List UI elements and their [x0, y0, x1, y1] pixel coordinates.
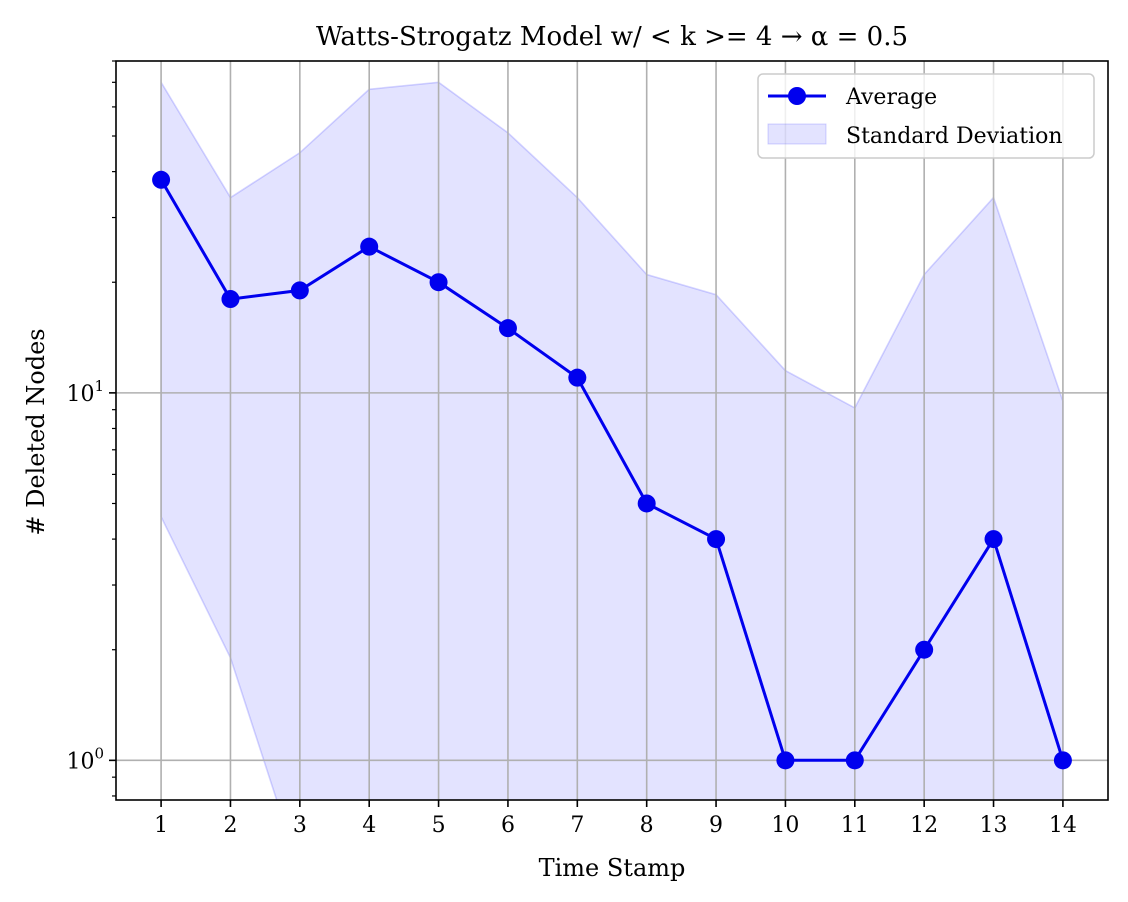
y-axis-ticks: 100 101	[66, 60, 116, 797]
legend-box	[757, 73, 1095, 159]
average-line	[159, 179, 1065, 762]
legend-average-label: Average	[845, 85, 937, 110]
average-markers	[152, 170, 1072, 770]
average-point	[429, 273, 448, 292]
legend-std-swatch	[767, 123, 827, 145]
y-axis-label: # Deleted Nodes	[22, 328, 50, 535]
average-point	[915, 640, 934, 659]
average-point	[152, 170, 171, 189]
average-point	[637, 494, 656, 513]
y-tick-label: 101	[66, 377, 104, 407]
y-tick-label: 100	[66, 744, 104, 774]
legend: Average Standard Deviation	[757, 73, 1095, 159]
x-tick-label: 13	[980, 813, 1008, 838]
plot-frame	[115, 60, 1109, 801]
average-point	[1053, 751, 1072, 770]
x-tick-label: 3	[293, 813, 307, 838]
plot-area	[116, 61, 1108, 800]
x-tick-label: 8	[640, 813, 654, 838]
average-point	[984, 530, 1003, 549]
chart-title: Watts-Strogatz Model w/ < k >= 4 → α = 0…	[316, 22, 908, 52]
x-tick-label: 5	[432, 813, 446, 838]
average-point	[290, 281, 309, 300]
x-tick-label: 2	[223, 813, 237, 838]
x-tick-label: 7	[570, 813, 584, 838]
average-point	[776, 751, 795, 770]
x-tick-label: 14	[1049, 813, 1077, 838]
average-point	[498, 319, 517, 338]
legend-average-marker	[788, 87, 806, 105]
legend-std-label: Standard Deviation	[846, 124, 1063, 149]
x-axis-label: Time Stamp	[539, 854, 686, 882]
average-point	[221, 290, 240, 309]
x-tick-label: 10	[771, 813, 799, 838]
x-axis-ticks: 1 2 3 4 5 6 7 8 9 10 11 12 13 14	[154, 800, 1077, 838]
average-point	[707, 530, 726, 549]
x-tick-label: 6	[501, 813, 515, 838]
average-point	[845, 751, 864, 770]
average-point	[360, 237, 379, 256]
x-tick-label: 9	[709, 813, 723, 838]
x-tick-label: 11	[841, 813, 869, 838]
grid-lines	[116, 61, 1108, 800]
x-tick-label: 1	[154, 813, 168, 838]
x-tick-label: 12	[910, 813, 938, 838]
x-tick-label: 4	[362, 813, 376, 838]
average-point	[568, 368, 587, 387]
